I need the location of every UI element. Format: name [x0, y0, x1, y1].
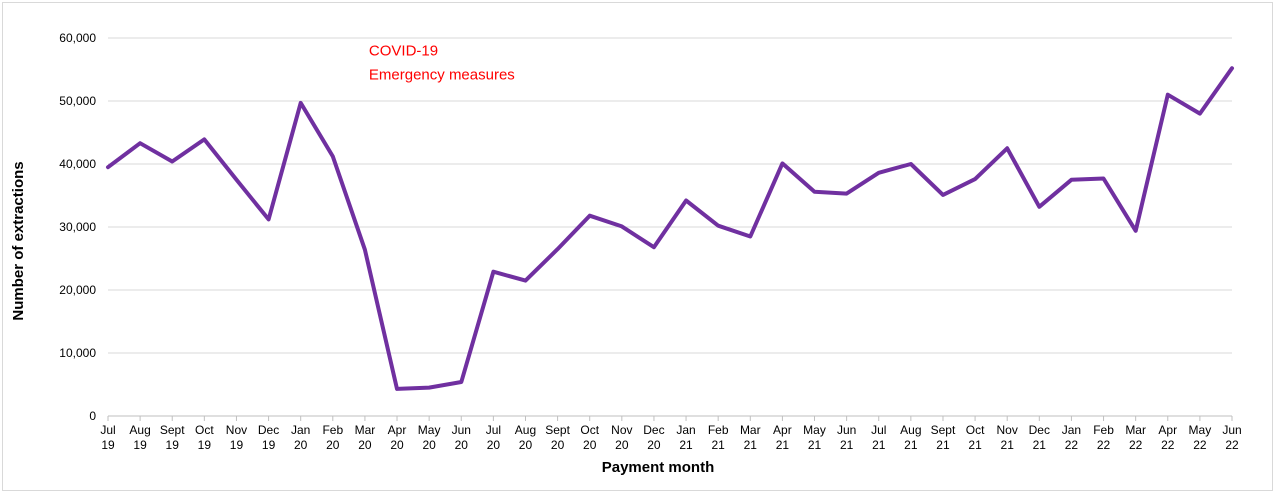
x-tick-label: Oct 19	[195, 423, 214, 452]
x-tick-label: Feb 21	[708, 423, 729, 452]
x-tick-label: Feb 22	[1093, 423, 1114, 452]
x-tick-labels: Jul 19 Aug 19 Sept 19 Oct 19 Nov 19 Dec 19 Jan 20 Feb 2…	[100, 423, 1241, 452]
x-tick-label: Apr 22	[1158, 423, 1177, 452]
y-tick-labels: 0 10,000 20,000 30,000 40,000 50,000 60,000	[59, 31, 96, 423]
annotation: COVID-19 Emergency measures	[369, 42, 515, 83]
y-tick-label: 60,000	[59, 31, 96, 45]
gridlines	[108, 37, 1232, 354]
x-axis-title: Payment month	[602, 459, 715, 476]
x-tick-label: Nov 21	[997, 423, 1018, 452]
x-tick-label: Jun 21	[837, 423, 856, 452]
x-tick-label: Sept 20	[545, 423, 570, 452]
series-layer	[106, 66, 1234, 391]
y-tick-label: 20,000	[59, 283, 96, 297]
x-tick-label: Dec 19	[258, 423, 279, 452]
x-tick-label: Dec 21	[1029, 423, 1050, 452]
x-tick-label: Sept 19	[160, 423, 185, 452]
x-tick-label: Aug 21	[900, 423, 921, 452]
x-tick-label: Jan 20	[291, 423, 310, 452]
series-line	[106, 66, 1234, 391]
x-tick-label: Aug 19	[129, 423, 150, 452]
y-tick-label: 40,000	[59, 157, 96, 171]
x-tick-label: Aug 20	[515, 423, 536, 452]
x-tick-label: Feb 20	[322, 423, 343, 452]
x-tick-label: Jun 22	[1222, 423, 1241, 452]
y-tick-label: 10,000	[59, 346, 96, 360]
annotation-line: COVID-19	[369, 42, 438, 59]
x-tick-label: Mar 21	[740, 423, 761, 452]
annotation-line: Emergency measures	[369, 66, 515, 83]
x-tick-label: Jun 20	[452, 423, 471, 452]
x-tick-label: Mar 22	[1125, 423, 1146, 452]
y-tick-label: 30,000	[59, 220, 96, 234]
x-tick-label: Jul 20	[486, 423, 501, 452]
x-tick-label: Dec 20	[643, 423, 664, 452]
x-tick-marks	[107, 416, 1233, 421]
y-axis-title: Number of extractions	[10, 161, 27, 320]
x-tick-label: May 20	[418, 423, 441, 452]
y-tick-label: 50,000	[59, 94, 96, 108]
x-tick-label: May 21	[803, 423, 826, 452]
x-tick-label: Oct 21	[966, 423, 985, 452]
x-tick-label: Nov 20	[611, 423, 632, 452]
x-tick-label: Apr 21	[773, 423, 792, 452]
x-tick-label: Jan 21	[676, 423, 695, 452]
x-tick-label: Apr 20	[388, 423, 407, 452]
x-tick-label: Nov 19	[226, 423, 247, 452]
x-tick-label: Jul 21	[871, 423, 886, 452]
x-tick-label: Oct 20	[580, 423, 599, 452]
x-tick-label: Jul 19	[100, 423, 115, 452]
y-tick-label: 0	[89, 409, 96, 423]
x-tick-label: May 22	[1189, 423, 1212, 452]
x-tick-label: Jan 22	[1062, 423, 1081, 452]
x-tick-label: Mar 20	[355, 423, 376, 452]
x-tick-label: Sept 21	[931, 423, 956, 452]
